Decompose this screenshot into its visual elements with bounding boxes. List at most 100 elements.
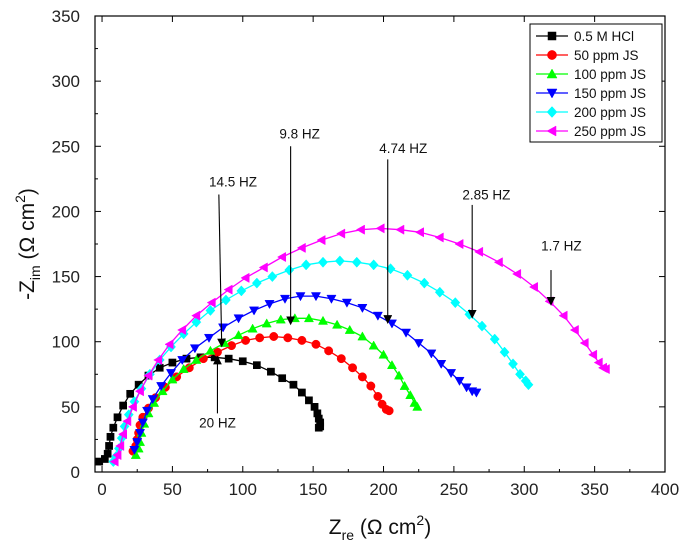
data-point — [258, 262, 268, 273]
data-point — [399, 380, 410, 390]
data-point — [375, 223, 385, 234]
data-point — [264, 300, 275, 310]
data-point — [147, 395, 158, 405]
data-point — [164, 339, 174, 350]
data-point — [386, 319, 397, 329]
data-point — [127, 401, 137, 412]
data-point — [249, 306, 260, 316]
data-point — [454, 238, 464, 250]
data-point — [224, 354, 233, 363]
data-point — [311, 339, 321, 349]
annotation-label: 2.85 HZ — [462, 188, 510, 203]
data-point — [579, 337, 589, 349]
data-point — [168, 358, 177, 367]
data-point — [220, 294, 231, 306]
annotations-layer: 14.5 HZ 9.8 HZ 4.74 HZ 2.85 HZ 1.7 HZ 20 HZ — [199, 126, 582, 430]
data-point — [348, 363, 358, 373]
data-point — [336, 354, 346, 364]
data-point — [405, 390, 416, 399]
x-tick-label: 150 — [299, 480, 327, 499]
data-point — [153, 354, 163, 365]
series-4 — [129, 292, 482, 455]
data-point — [413, 339, 424, 349]
data-point — [384, 406, 394, 416]
series-line — [132, 335, 390, 452]
y-tick-label: 250 — [52, 137, 80, 156]
legend-label: 150 ppm JS — [574, 86, 646, 101]
data-point — [267, 271, 278, 283]
y-tick-label: 200 — [52, 202, 80, 221]
data-point — [446, 369, 457, 379]
data-point — [191, 310, 201, 321]
data-point — [415, 227, 424, 238]
data-point — [489, 333, 500, 345]
annotation-arrow — [217, 194, 226, 348]
data-point — [368, 259, 379, 271]
legend-box — [529, 23, 663, 143]
data-point — [284, 264, 295, 276]
data-point — [373, 391, 383, 401]
frequency-annotation: 1.7 HZ — [541, 239, 582, 306]
data-point — [178, 363, 189, 373]
legend-marker — [547, 50, 557, 60]
data-point — [402, 269, 413, 281]
frequency-annotation: 9.8 HZ — [279, 126, 320, 326]
data-point — [386, 360, 397, 370]
data-point — [105, 442, 113, 450]
data-point — [223, 284, 233, 295]
data-point — [255, 333, 265, 343]
data-point — [206, 297, 216, 308]
data-point — [588, 349, 598, 360]
data-point — [205, 304, 216, 316]
data-point — [434, 286, 445, 298]
data-point — [253, 361, 261, 370]
data-point — [277, 252, 287, 263]
data-point — [238, 357, 247, 366]
data-point — [137, 418, 148, 428]
data-point — [233, 314, 244, 324]
data-point — [129, 446, 140, 455]
data-point — [419, 277, 430, 289]
data-point — [134, 386, 144, 397]
data-point — [122, 416, 132, 427]
data-point — [454, 376, 465, 386]
x-tick-label: 0 — [97, 480, 106, 499]
data-point — [236, 285, 247, 297]
data-point — [395, 224, 405, 235]
frequency-annotation: 4.74 HZ — [379, 141, 427, 324]
data-point — [515, 368, 525, 380]
data-point — [241, 335, 251, 345]
data-point — [103, 449, 112, 458]
data-point — [298, 388, 306, 397]
data-point — [142, 406, 153, 416]
data-point — [109, 456, 119, 467]
y-axis-title: -Zim (Ω cm2) — [12, 188, 43, 300]
data-point — [341, 298, 352, 308]
data-point — [378, 349, 389, 359]
data-point — [295, 292, 306, 302]
y-tick-label: 100 — [52, 333, 80, 352]
annotation-label: 1.7 HZ — [541, 239, 582, 254]
series-line — [133, 295, 477, 451]
data-point — [177, 324, 187, 336]
data-point — [301, 259, 312, 271]
legend-marker — [546, 125, 557, 137]
data-point — [600, 364, 610, 375]
x-tick-label: 350 — [580, 480, 608, 499]
data-point — [355, 224, 365, 235]
data-point — [366, 381, 376, 391]
data-point — [512, 268, 522, 279]
frequency-annotation: 2.85 HZ — [462, 188, 510, 319]
series-6 — [109, 223, 610, 467]
data-point — [261, 318, 272, 328]
data-point — [275, 314, 286, 324]
data-point — [289, 380, 298, 389]
frequency-annotation: 20 HZ — [199, 355, 236, 431]
axis-ticks: 0 50 100 150 200 250 300 350 400 0 50 100 150 200 250 3… — [52, 7, 680, 499]
data-point — [569, 324, 579, 336]
legend-label: 250 ppm JS — [574, 124, 646, 139]
data-point — [113, 413, 122, 422]
data-point — [296, 242, 306, 253]
data-point — [269, 332, 279, 341]
